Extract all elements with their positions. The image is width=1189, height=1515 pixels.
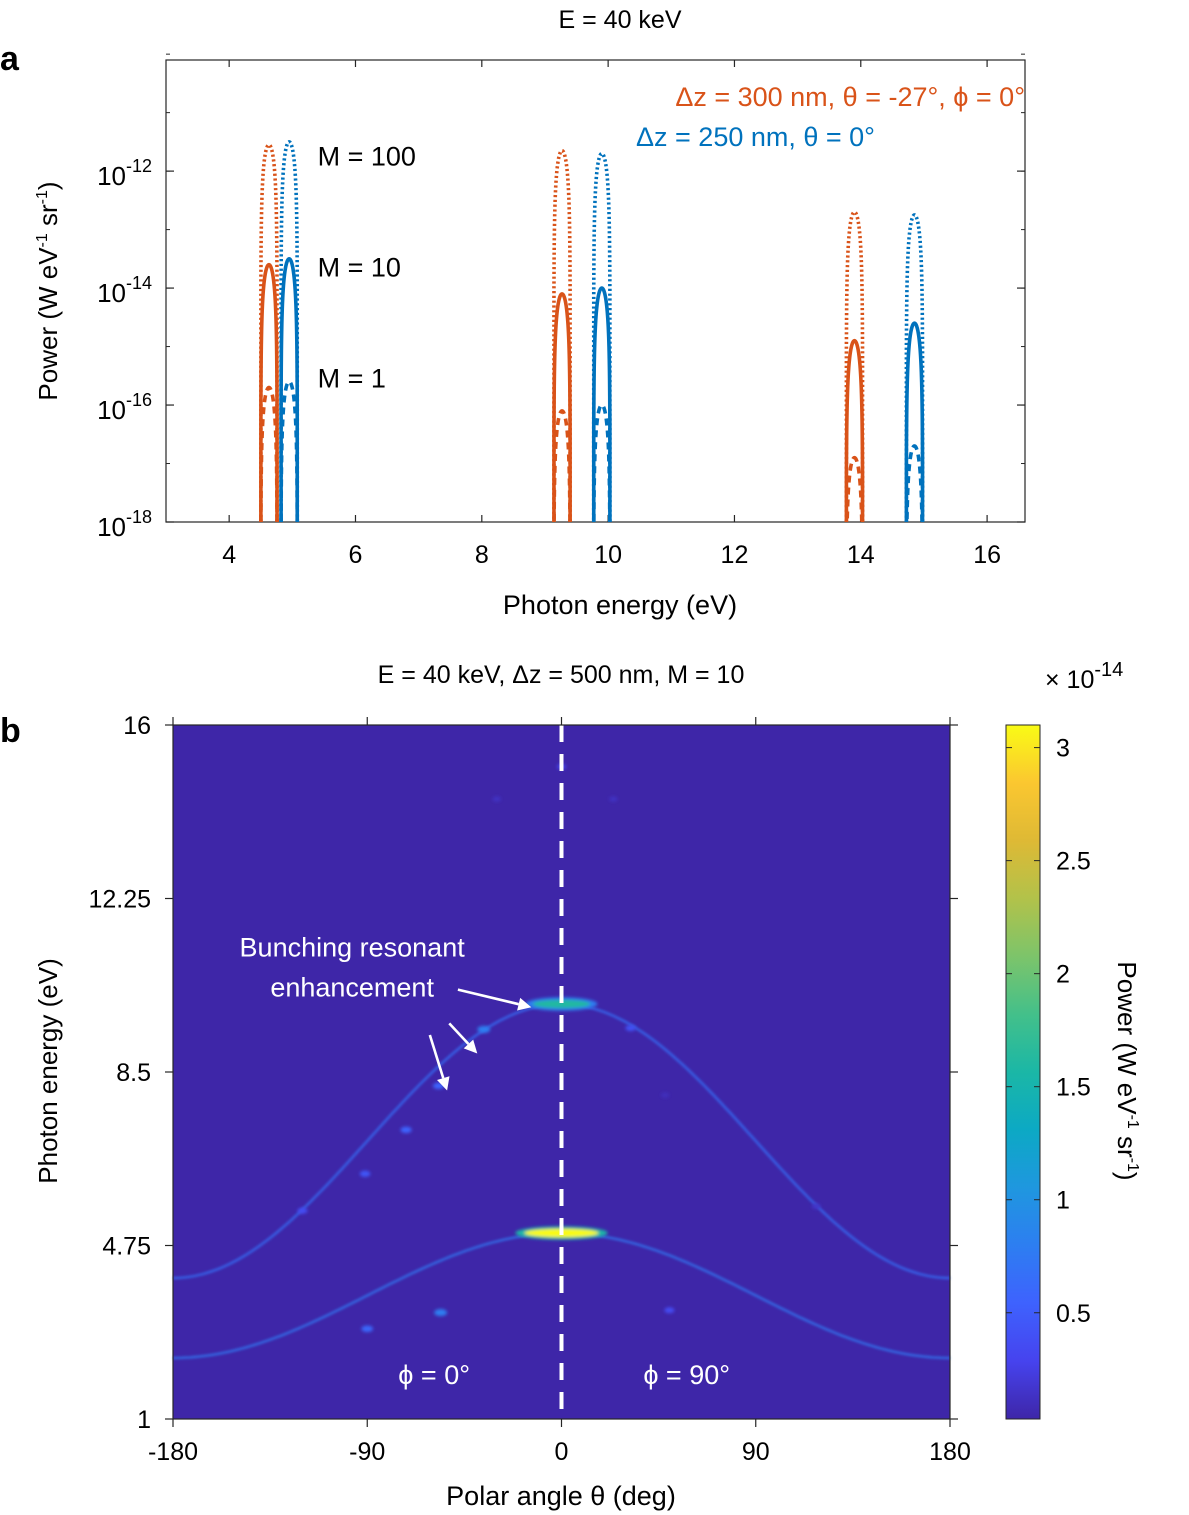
x-tick-label: -90 [349, 1438, 385, 1466]
colorbar: 0.5 1 1.5 2 2.5 3 × 10-14 Power (W eV-1 sr-1) [1005, 659, 1142, 1420]
y-tick-label: 12.25 [88, 886, 151, 914]
panel-b-ylabel: Photon energy (eV) [33, 958, 63, 1183]
x-tick-label: 90 [742, 1438, 770, 1466]
y-tick-label: 1 [137, 1406, 151, 1434]
panel-b-label: b [0, 712, 21, 750]
legend-entry-blue: Δz = 250 nm, θ = 0° [636, 122, 875, 152]
panel-b-xlabel: Polar angle θ (deg) [446, 1481, 676, 1511]
x-tick-label: 16 [973, 541, 1001, 569]
resonance-hotspot [532, 999, 591, 1009]
panel-b-annotations: ϕ = 0° ϕ = 90° Bunching resonant enhancemen… [240, 932, 730, 1390]
multiplier-annotation: M = 100 [318, 141, 416, 171]
x-tick-label: 180 [929, 1438, 971, 1466]
legend-entry-orange: Δz = 300 nm, θ = -27°, ϕ = 0° [675, 82, 1025, 112]
resonance-hotspot [492, 796, 502, 802]
y-tick-label: 10-12 [97, 156, 152, 191]
panel-a-xlabel: Photon energy (eV) [503, 590, 737, 620]
multiplier-annotation: M = 1 [318, 364, 386, 394]
annotation-arrow-shaft [457, 988, 519, 1006]
panel-a-title: E = 40 keV [559, 6, 682, 34]
colorbar-tick-label: 2.5 [1056, 848, 1091, 876]
series-curve-m100 [591, 151, 612, 522]
series-curve-m100 [259, 143, 279, 522]
annotation-arrow-head [463, 1039, 478, 1054]
series-curve-m100 [904, 213, 925, 522]
resonance-hotspot [660, 1092, 670, 1098]
resonance-hotspot [297, 1207, 308, 1214]
annotation-arrow-shaft [448, 1022, 470, 1045]
panel-b-heatmap [172, 724, 951, 1420]
panel-a-annotations: M = 100 M = 10 M = 1 [318, 141, 416, 393]
y-tick-label: 10-16 [97, 390, 152, 425]
x-tick-label: 4 [222, 541, 236, 569]
resonance-hotspot [361, 1325, 374, 1333]
annotation-arrow-head [517, 997, 532, 1011]
x-tick-label: 0 [555, 1438, 569, 1466]
panel-a-ticks: 4 6 8 10 12 14 16 10-12 10-14 10-16 10-18 [97, 53, 1025, 569]
colorbar-tick-label: 0.5 [1056, 1300, 1091, 1328]
resonance-hotspot [477, 1025, 491, 1033]
series-curve-m100 [844, 210, 865, 522]
annotation-arrow-shaft [428, 1034, 445, 1079]
colorbar-tick-label: 2 [1056, 961, 1070, 989]
colorbar-tick-label: 1 [1056, 1187, 1070, 1215]
x-tick-label: 8 [475, 541, 489, 569]
resonance-hotspot [664, 1307, 675, 1314]
y-tick-label: 10-14 [97, 273, 152, 308]
multiplier-annotation: M = 10 [318, 253, 401, 283]
series-curve-m100 [279, 140, 300, 522]
x-tick-label: 10 [594, 541, 622, 569]
resonance-hotspot [400, 1126, 412, 1134]
resonance-hotspot [359, 1170, 371, 1177]
resonance-hotspot [608, 796, 618, 802]
panel-a-legend: Δz = 300 nm, θ = -27°, ϕ = 0° Δz = 250 n… [636, 82, 1025, 152]
panel-a-ylabel: Power (W eV-1 sr-1) [33, 181, 63, 400]
colorbar-multiplier: × 10-14 [1045, 659, 1123, 694]
colorbar-tick-label: 1.5 [1056, 1074, 1091, 1102]
y-tick-label: 10-18 [97, 507, 152, 542]
annotation-arrow-head [437, 1076, 450, 1091]
x-tick-label: 12 [721, 541, 749, 569]
x-tick-label: 6 [349, 541, 363, 569]
series-curve-m100 [552, 148, 572, 522]
phi-region-label: ϕ = 90° [643, 1360, 730, 1390]
bunching-annotation-line: enhancement [270, 972, 434, 1002]
colorbar-label: Power (W eV-1 sr-1) [1112, 961, 1142, 1180]
panel-b: b E = 40 keV, Δz = 500 nm, M = 10 -180 -9… [0, 659, 1142, 1511]
panel-a: a E = 40 keV 4 6 8 10 12 14 16 10-12 10-14 10-16 1… [0, 6, 1026, 620]
bunching-annotation-line: Bunching resonant [240, 932, 466, 962]
panel-a-curves [259, 140, 925, 522]
panel-b-title: E = 40 keV, Δz = 500 nm, M = 10 [378, 661, 745, 689]
y-tick-label: 4.75 [102, 1233, 151, 1261]
colorbar-tick-label: 3 [1056, 735, 1070, 763]
phi-region-label: ϕ = 0° [398, 1360, 470, 1390]
panel-b-ticks: -180 -90 0 90 180 1 4.75 8.5 12.25 16 [88, 712, 970, 1466]
y-tick-label: 8.5 [116, 1059, 151, 1087]
resonance-hotspot [625, 1024, 636, 1032]
x-tick-label: -180 [148, 1438, 198, 1466]
panel-a-label: a [0, 40, 20, 78]
colorbar-ticks: 0.5 1 1.5 2 2.5 3 [1006, 735, 1091, 1328]
heatmap-background [173, 725, 950, 1419]
resonance-hotspot [811, 1203, 821, 1209]
series-curve-m10 [844, 338, 865, 522]
y-tick-label: 16 [123, 712, 151, 740]
colorbar-bar [1005, 724, 1041, 1420]
resonance-hotspot [434, 1309, 448, 1317]
x-tick-label: 14 [847, 541, 875, 569]
